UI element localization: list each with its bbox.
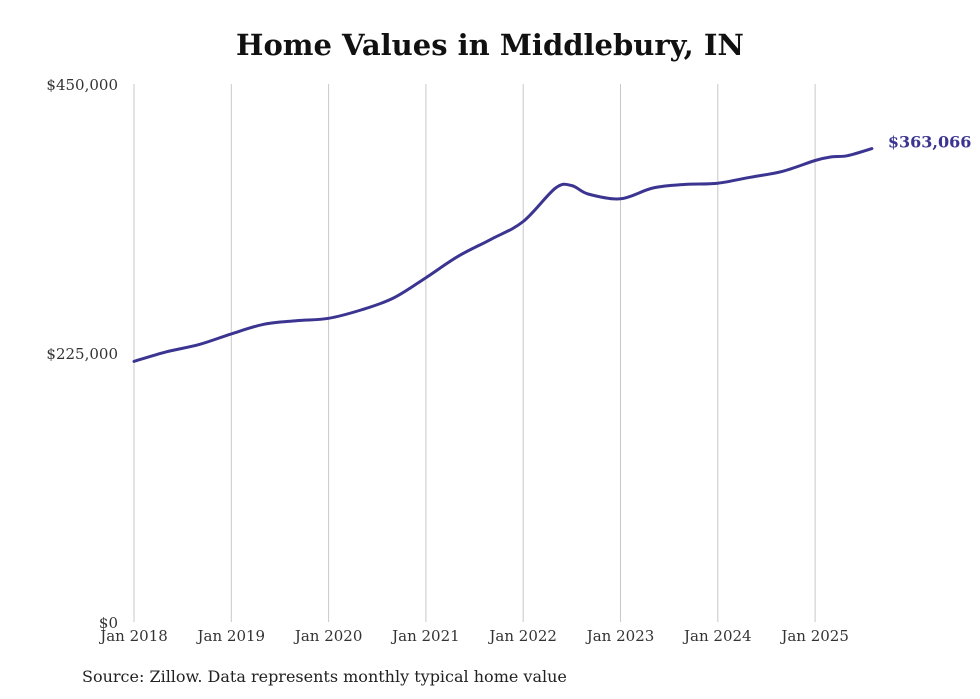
x-tick-label: Jan 2021	[390, 627, 460, 645]
y-tick-label: $450,000	[46, 76, 118, 94]
x-tick-label: Jan 2024	[682, 627, 752, 645]
end-value-label: $363,066	[888, 133, 972, 152]
source-note: Source: Zillow. Data represents monthly …	[82, 667, 567, 686]
x-tick-label: Jan 2025	[779, 627, 849, 645]
y-tick-label: $0	[99, 614, 118, 632]
y-axis-ticks: $0 $225,000 $450,000	[46, 76, 118, 632]
x-axis-ticks: Jan 2018 Jan 2019 Jan 2020 Jan 2021 Jan 2022…	[98, 627, 849, 645]
x-tick-label: Jan 2018	[98, 627, 168, 645]
chart-title: Home Values in Middlebury, IN	[236, 28, 744, 62]
gridlines	[133, 84, 816, 622]
y-tick-label: $225,000	[46, 345, 118, 363]
x-tick-label: Jan 2023	[585, 627, 655, 645]
x-tick-label: Jan 2022	[487, 627, 557, 645]
x-tick-label: Jan 2019	[196, 627, 266, 645]
x-tick-label: Jan 2020	[293, 627, 363, 645]
series-line	[132, 147, 874, 363]
